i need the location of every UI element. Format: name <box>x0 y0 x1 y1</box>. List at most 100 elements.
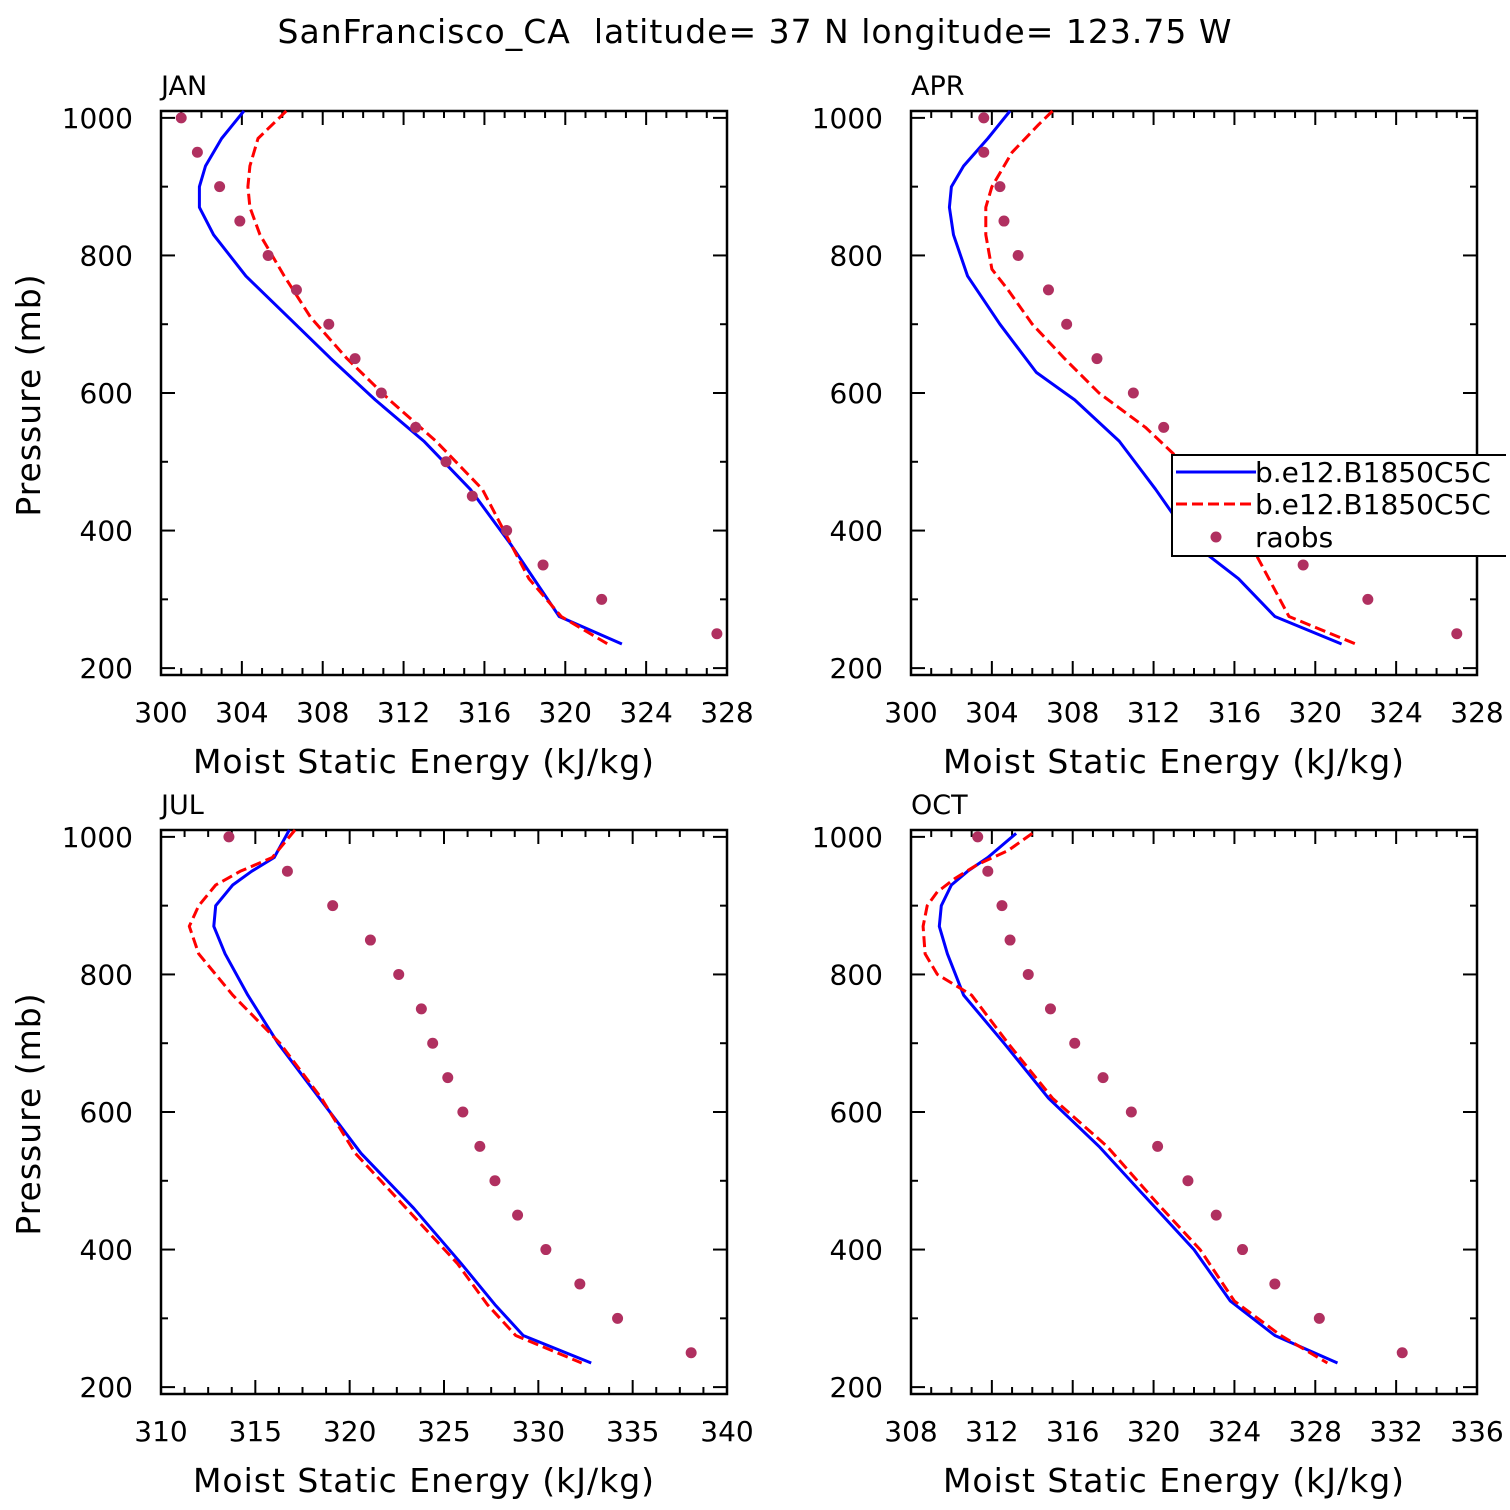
panel-label-jan: JAN <box>159 71 207 102</box>
y-tick-label: 1000 <box>812 102 883 135</box>
series-line-dashed <box>984 109 1357 646</box>
page-title: SanFrancisco_CA latitude= 37 N longitude… <box>277 12 1233 51</box>
panel-jan: 300 304 308 312 316 320 324 328 200 400 600 800 1000… <box>9 71 754 781</box>
raobs-point <box>1069 1037 1081 1049</box>
x-tick-label: 335 <box>606 1415 659 1448</box>
y-tick-label: 200 <box>830 652 883 685</box>
series-raobs-markers <box>175 112 723 640</box>
x-tick-label: 312 <box>1127 696 1180 729</box>
plot-frame <box>159 109 729 677</box>
x-tick-label: 324 <box>1369 696 1422 729</box>
x-tick-label: 328 <box>1450 696 1503 729</box>
raobs-point <box>1125 1106 1137 1118</box>
x-tick-label: 312 <box>965 1415 1018 1448</box>
y-tick-label: 800 <box>80 239 133 272</box>
y-tick-label: 400 <box>830 515 883 548</box>
raobs-point <box>612 1312 624 1324</box>
y-tick-label: 600 <box>80 1096 133 1129</box>
raobs-point <box>327 900 339 912</box>
raobs-point <box>1451 628 1463 640</box>
series-line-dashed <box>246 109 609 646</box>
y-tick-label: 1000 <box>812 821 883 854</box>
raobs-point <box>223 831 235 843</box>
raobs-point <box>1097 1072 1109 1084</box>
x-tick-label: 328 <box>1289 1415 1342 1448</box>
x-axis-label: Moist Static Energy (kJ/kg) <box>943 1461 1405 1500</box>
raobs-point <box>427 1037 439 1049</box>
raobs-point <box>685 1347 697 1359</box>
legend-label: b.e12.B1850C5C <box>1255 488 1491 521</box>
legend-marker-raobs <box>1210 531 1222 543</box>
raobs-point <box>1182 1175 1194 1187</box>
raobs-point <box>1237 1244 1249 1256</box>
series-raobs-markers <box>978 112 1463 640</box>
y-axis-label: Pressure (mb) <box>9 992 48 1235</box>
raobs-point <box>442 1072 454 1084</box>
y-tick-label: 800 <box>830 958 883 991</box>
x-tick-label: 308 <box>1046 696 1099 729</box>
raobs-point <box>1042 284 1054 296</box>
raobs-point <box>994 181 1006 193</box>
series-raobs-markers <box>223 831 697 1359</box>
raobs-point <box>214 181 226 193</box>
y-tick-label: 200 <box>80 1371 133 1404</box>
raobs-point <box>1158 421 1170 433</box>
y-tick-label: 1000 <box>62 821 133 854</box>
raobs-point <box>191 146 203 158</box>
raobs-point <box>1313 1312 1325 1324</box>
x-tick-label: 316 <box>1046 1415 1099 1448</box>
raobs-point <box>234 215 246 227</box>
raobs-point <box>489 1175 501 1187</box>
y-tick-label: 600 <box>830 1096 883 1129</box>
raobs-point <box>1127 387 1139 399</box>
x-tick-label: 320 <box>1289 696 1342 729</box>
x-tick-label: 320 <box>323 1415 376 1448</box>
panel-label-jul: JUL <box>159 790 204 821</box>
y-tick-label: 600 <box>830 377 883 410</box>
raobs-point <box>410 421 422 433</box>
raobs-point <box>1210 1209 1222 1221</box>
series-line-solid <box>197 110 623 646</box>
panel-apr: 300 304 308 312 316 320 324 328 200 400 600 800 1000… <box>812 71 1504 781</box>
series-line-dashed <box>921 832 1329 1365</box>
raobs-point <box>711 628 723 640</box>
series-line-solid <box>937 832 1339 1365</box>
x-tick-label: 300 <box>134 696 187 729</box>
raobs-point <box>440 456 452 468</box>
raobs-point <box>1091 353 1103 365</box>
x-tick-label: 316 <box>1208 696 1261 729</box>
raobs-point <box>393 968 405 980</box>
x-tick-label: 320 <box>539 696 592 729</box>
x-tick-label: 304 <box>215 696 268 729</box>
raobs-point <box>1004 934 1016 946</box>
y-tick-label: 200 <box>80 652 133 685</box>
x-tick-label: 340 <box>700 1415 753 1448</box>
x-tick-label: 308 <box>296 696 349 729</box>
raobs-point <box>364 934 376 946</box>
x-tick-label: 328 <box>700 696 753 729</box>
raobs-point <box>262 249 274 261</box>
x-tick-label: 330 <box>512 1415 565 1448</box>
x-axis-label: Moist Static Energy (kJ/kg) <box>943 742 1405 781</box>
x-tick-label: 315 <box>229 1415 282 1448</box>
series-raobs-markers <box>972 831 1408 1359</box>
y-tick-label: 200 <box>830 1371 883 1404</box>
plot-frame <box>159 828 729 1396</box>
raobs-point <box>290 284 302 296</box>
raobs-point <box>281 865 293 877</box>
raobs-point <box>175 112 187 124</box>
raobs-point <box>415 1003 427 1015</box>
panel-label-apr: APR <box>911 71 965 102</box>
raobs-point <box>501 525 513 537</box>
x-axis-label: Moist Static Energy (kJ/kg) <box>193 742 655 781</box>
x-tick-label: 324 <box>1208 1415 1261 1448</box>
y-tick-label: 400 <box>830 1234 883 1267</box>
raobs-point <box>596 593 608 605</box>
series-line-solid <box>212 829 592 1365</box>
raobs-point <box>1061 318 1073 330</box>
x-tick-label: 316 <box>458 696 511 729</box>
raobs-point <box>972 831 984 843</box>
x-tick-label: 325 <box>417 1415 470 1448</box>
raobs-point <box>1022 968 1034 980</box>
